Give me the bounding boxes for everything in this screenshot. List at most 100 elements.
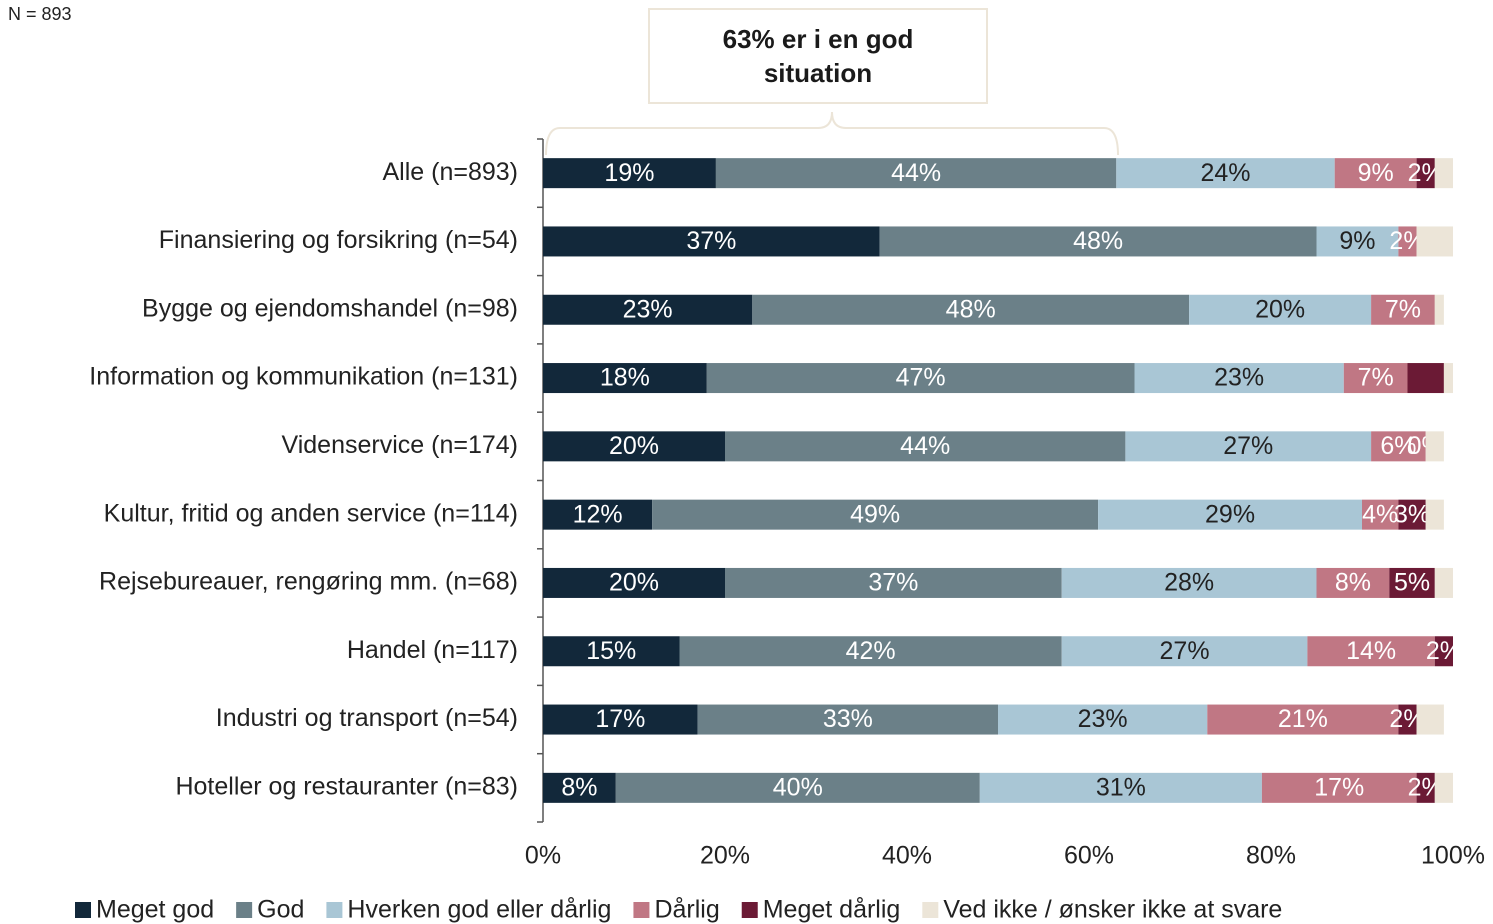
data-label: 44% bbox=[891, 159, 941, 187]
bar-segment bbox=[543, 772, 616, 803]
data-label: 20% bbox=[609, 569, 659, 597]
x-tick-label: 0% bbox=[525, 842, 561, 870]
data-label: 33% bbox=[823, 705, 873, 733]
data-label: 20% bbox=[609, 432, 659, 460]
bar-segment bbox=[1098, 499, 1362, 530]
bar-segment bbox=[725, 431, 1126, 462]
bar-segment bbox=[1407, 363, 1444, 394]
category-label: Industri og transport (n=54) bbox=[216, 704, 518, 732]
data-label: 8% bbox=[1335, 569, 1371, 597]
bar-segment bbox=[543, 567, 725, 598]
bar-segment bbox=[1207, 704, 1399, 735]
data-label: 40% bbox=[773, 773, 823, 801]
data-label: 27% bbox=[1160, 637, 1210, 665]
bar-segment bbox=[1371, 294, 1435, 325]
bar-segment bbox=[1398, 704, 1417, 735]
bar-segment bbox=[1434, 294, 1444, 325]
data-label: 31% bbox=[1096, 773, 1146, 801]
bar-segment bbox=[1434, 636, 1453, 667]
bar-segment bbox=[543, 499, 653, 530]
data-label: 20% bbox=[1255, 295, 1305, 323]
data-label: 24% bbox=[1200, 159, 1250, 187]
bar-segment bbox=[543, 636, 680, 667]
data-label: 23% bbox=[623, 295, 673, 323]
legend-swatch bbox=[75, 902, 91, 918]
bar-segment bbox=[1316, 226, 1399, 257]
bar-segment bbox=[1434, 567, 1453, 598]
bar-segment bbox=[1307, 636, 1435, 667]
legend-swatch bbox=[633, 902, 650, 918]
bar-segment bbox=[543, 226, 880, 257]
bar-segment bbox=[1434, 158, 1453, 189]
data-label: 5% bbox=[1394, 569, 1430, 597]
data-label: 9% bbox=[1358, 159, 1394, 187]
data-label: 23% bbox=[1078, 705, 1128, 733]
data-label: 2% bbox=[1426, 637, 1462, 665]
bar-segment bbox=[1416, 226, 1453, 257]
bar-segment bbox=[652, 499, 1099, 530]
category-label: Alle (n=893) bbox=[383, 158, 519, 186]
category-label: Rejsebureauer, rengøring mm. (n=68) bbox=[99, 568, 518, 596]
bar-segment bbox=[543, 704, 698, 735]
bar-segment bbox=[1416, 704, 1444, 735]
data-label: 23% bbox=[1214, 364, 1264, 392]
data-label: 44% bbox=[900, 432, 950, 460]
data-label: 28% bbox=[1164, 569, 1214, 597]
data-label: 19% bbox=[604, 159, 654, 187]
bar-segment bbox=[725, 567, 1062, 598]
bar-segment bbox=[1416, 772, 1435, 803]
bar-segment bbox=[1398, 226, 1417, 257]
legend-label: Meget dårlig bbox=[763, 896, 901, 924]
bar-segment bbox=[1362, 499, 1399, 530]
data-label: 42% bbox=[846, 637, 896, 665]
data-label: 7% bbox=[1385, 295, 1421, 323]
bar-segment bbox=[1334, 158, 1417, 189]
data-label: 48% bbox=[946, 295, 996, 323]
legend-label: God bbox=[257, 896, 304, 924]
bar-segment bbox=[752, 294, 1190, 325]
data-label: 17% bbox=[1314, 773, 1364, 801]
bar-segment bbox=[1116, 158, 1335, 189]
bar-segment bbox=[1343, 363, 1408, 394]
legend-swatch bbox=[326, 902, 343, 918]
bar-segment bbox=[879, 226, 1317, 257]
category-label: Hoteller og restauranter (n=83) bbox=[175, 772, 518, 800]
x-tick-label: 20% bbox=[700, 842, 750, 870]
bar-segment bbox=[1416, 158, 1435, 189]
data-label: 6% bbox=[1380, 432, 1416, 460]
bar-segment bbox=[1425, 499, 1444, 530]
legend-swatch bbox=[922, 902, 939, 918]
bar-segment bbox=[1371, 431, 1426, 462]
data-label: 21% bbox=[1278, 705, 1328, 733]
bar-segment bbox=[1061, 636, 1308, 667]
x-tick-label: 40% bbox=[882, 842, 932, 870]
data-label: 29% bbox=[1205, 500, 1255, 528]
bar-segment bbox=[697, 704, 998, 735]
bar-segment bbox=[1125, 431, 1372, 462]
data-label: 18% bbox=[600, 364, 650, 392]
bar-segment bbox=[1389, 567, 1435, 598]
data-label: 47% bbox=[896, 364, 946, 392]
data-label: 4% bbox=[1362, 500, 1398, 528]
bar-segment bbox=[979, 772, 1262, 803]
bar-segment bbox=[998, 704, 1208, 735]
bar-segment bbox=[543, 363, 707, 394]
legend-swatch bbox=[236, 902, 253, 918]
data-label: 7% bbox=[1358, 364, 1394, 392]
bar-segment bbox=[1316, 567, 1390, 598]
legend-label: Hverken god eller dårlig bbox=[347, 896, 611, 924]
category-label: Finansiering og forsikring (n=54) bbox=[159, 226, 518, 254]
data-label: 48% bbox=[1073, 227, 1123, 255]
category-label: Bygge og ejendomshandel (n=98) bbox=[142, 294, 518, 322]
x-tick-label: 80% bbox=[1246, 842, 1296, 870]
bar-segment bbox=[715, 158, 1117, 189]
bar-segment bbox=[543, 158, 716, 189]
bar-segment bbox=[1061, 567, 1317, 598]
data-label: 14% bbox=[1346, 637, 1396, 665]
bar-segment bbox=[1398, 499, 1426, 530]
category-label: Information og kommunikation (n=131) bbox=[89, 363, 518, 391]
legend-label: Dårlig bbox=[654, 896, 719, 924]
legend-label: Meget god bbox=[96, 896, 214, 924]
